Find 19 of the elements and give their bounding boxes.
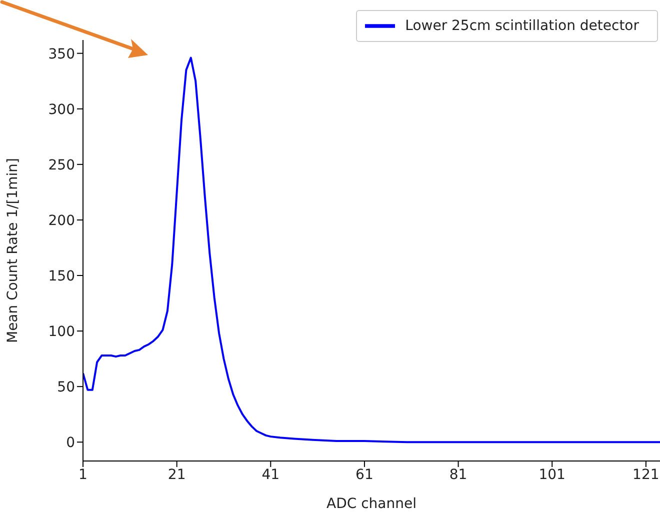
y-tick-label: 50	[57, 380, 75, 396]
x-tick-label: 61	[356, 466, 374, 483]
x-axis-title: ADC channel	[326, 496, 416, 512]
x-tick-label: 1	[78, 466, 88, 483]
y-tick-label: 350	[48, 46, 75, 62]
y-tick-label: 0	[66, 435, 75, 452]
line-series	[83, 56, 660, 444]
x-tick-label: 21	[168, 466, 186, 483]
y-tick-label: 250	[48, 157, 75, 174]
y-axis-title: Mean Count Rate 1/[1min]	[4, 158, 21, 344]
y-tick-label: 300	[48, 102, 75, 118]
x-tick-label: 101	[538, 466, 566, 483]
y-tick-label: 150	[48, 268, 75, 284]
legend-label: Lower 25cm scintillation detector	[405, 18, 639, 34]
x-tick-label: 81	[449, 466, 468, 483]
y-tick-label: 200	[48, 212, 75, 229]
x-tick-label: 41	[262, 466, 280, 483]
x-tick-label: 121	[632, 466, 660, 483]
y-tick-label: 100	[48, 324, 75, 340]
